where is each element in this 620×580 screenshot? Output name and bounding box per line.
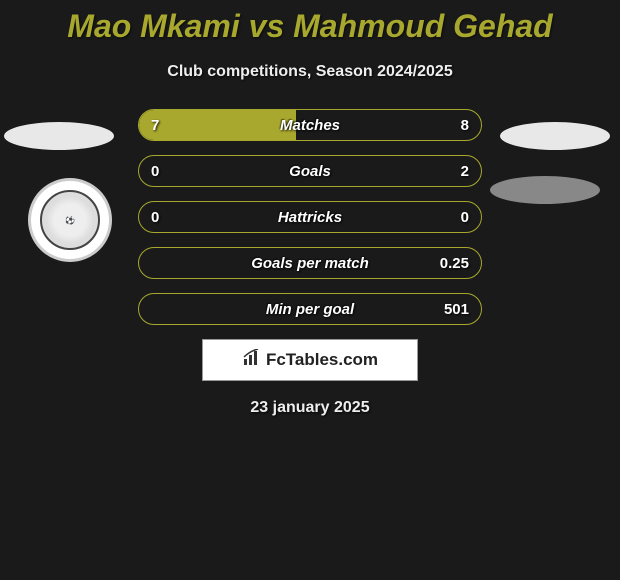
- stat-label: Goals: [289, 163, 331, 180]
- player-left-placeholder: [4, 122, 114, 150]
- player-right-placeholder-1: [500, 122, 610, 150]
- player-right-placeholder-2: [490, 176, 600, 204]
- stat-row: 0 Hattricks 0: [138, 201, 482, 233]
- date-label: 23 january 2025: [0, 399, 620, 417]
- stat-row: Min per goal 501: [138, 293, 482, 325]
- bar-chart-icon: [242, 349, 262, 372]
- stat-label: Goals per match: [251, 255, 369, 272]
- comparison-title: Mao Mkami vs Mahmoud Gehad: [0, 0, 620, 45]
- stat-value-right: 0.25: [440, 255, 469, 272]
- subtitle: Club competitions, Season 2024/2025: [0, 63, 620, 81]
- stat-row: Goals per match 0.25: [138, 247, 482, 279]
- stat-value-left: 7: [151, 117, 159, 134]
- club-badge: ⚽: [28, 178, 112, 262]
- stat-row: 7 Matches 8: [138, 109, 482, 141]
- source-logo-text: FcTables.com: [266, 350, 378, 370]
- stat-label: Hattricks: [278, 209, 342, 226]
- stat-label: Matches: [280, 117, 340, 134]
- stat-row: 0 Goals 2: [138, 155, 482, 187]
- stat-fill-left: [139, 110, 296, 140]
- stat-value-left: 0: [151, 209, 159, 226]
- source-logo[interactable]: FcTables.com: [202, 339, 418, 381]
- club-badge-inner: ⚽: [40, 190, 100, 250]
- stat-value-right: 2: [461, 163, 469, 180]
- stat-value-right: 8: [461, 117, 469, 134]
- stat-value-left: 0: [151, 163, 159, 180]
- stat-label: Min per goal: [266, 301, 354, 318]
- stat-value-right: 501: [444, 301, 469, 318]
- stat-value-right: 0: [461, 209, 469, 226]
- stats-container: 7 Matches 8 0 Goals 2 0 Hattricks 0 Goals per mat…: [138, 109, 482, 325]
